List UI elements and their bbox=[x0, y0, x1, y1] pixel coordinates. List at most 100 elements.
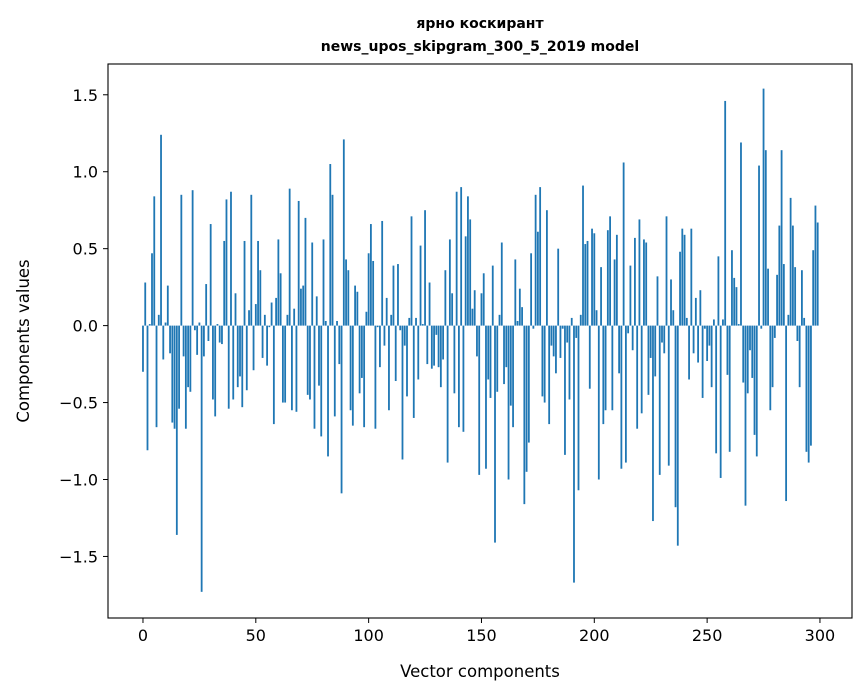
bar bbox=[706, 325, 709, 362]
bar bbox=[552, 325, 555, 357]
bar bbox=[697, 325, 700, 363]
bar bbox=[169, 325, 171, 354]
bar bbox=[699, 290, 702, 326]
bar bbox=[363, 325, 366, 428]
bar bbox=[731, 250, 733, 326]
bar bbox=[629, 265, 632, 326]
bar bbox=[518, 288, 521, 326]
bar bbox=[347, 270, 350, 326]
bar bbox=[304, 217, 307, 326]
bar bbox=[674, 325, 677, 508]
bar bbox=[442, 325, 445, 360]
bar bbox=[613, 259, 616, 326]
x-tick-label: 150 bbox=[466, 626, 497, 645]
bar bbox=[514, 259, 517, 326]
bar bbox=[494, 325, 496, 543]
x-axis-label: Vector components bbox=[400, 662, 560, 681]
bar bbox=[257, 240, 259, 326]
bar bbox=[279, 273, 282, 326]
bar bbox=[719, 325, 722, 478]
bar bbox=[270, 302, 273, 326]
bar bbox=[683, 234, 686, 326]
chart-title-line-1: ярно коскирант bbox=[416, 16, 544, 32]
bar bbox=[597, 325, 600, 480]
bar bbox=[302, 285, 305, 326]
bar bbox=[577, 325, 580, 491]
bar bbox=[193, 325, 196, 331]
bar bbox=[478, 325, 481, 475]
bar bbox=[798, 325, 801, 388]
bar bbox=[679, 251, 681, 326]
bar bbox=[234, 293, 237, 326]
bar bbox=[710, 325, 713, 388]
bar bbox=[214, 325, 217, 417]
bar bbox=[259, 270, 262, 326]
bar bbox=[180, 194, 183, 326]
bar bbox=[496, 325, 499, 392]
bar bbox=[701, 325, 704, 398]
bar bbox=[467, 196, 469, 326]
bar bbox=[534, 194, 537, 326]
bar bbox=[505, 325, 508, 368]
bar bbox=[676, 325, 679, 546]
bar bbox=[462, 325, 465, 432]
bar bbox=[426, 325, 429, 365]
bar bbox=[539, 187, 542, 326]
bar bbox=[288, 188, 291, 326]
bar bbox=[557, 248, 560, 326]
bar bbox=[455, 191, 458, 326]
bar bbox=[399, 325, 402, 331]
bar bbox=[760, 325, 763, 329]
bar bbox=[421, 324, 424, 326]
bar bbox=[243, 240, 246, 326]
bar bbox=[631, 325, 634, 351]
bar bbox=[816, 222, 819, 326]
bar bbox=[460, 187, 463, 326]
bar bbox=[153, 196, 156, 326]
bar bbox=[397, 264, 399, 326]
bar bbox=[281, 325, 284, 403]
bar bbox=[543, 325, 546, 403]
bar bbox=[437, 325, 440, 368]
bar bbox=[785, 325, 788, 502]
bar bbox=[787, 314, 790, 326]
bar bbox=[239, 325, 241, 377]
bar bbox=[600, 267, 602, 326]
bar bbox=[782, 264, 785, 326]
bar bbox=[203, 325, 205, 357]
x-tick-label: 100 bbox=[353, 626, 384, 645]
x-tick-label: 250 bbox=[692, 626, 723, 645]
bar bbox=[345, 259, 347, 326]
bar bbox=[586, 240, 589, 326]
bar bbox=[230, 191, 232, 326]
bar bbox=[588, 325, 591, 389]
bar bbox=[367, 253, 370, 326]
y-tick-label: −0.5 bbox=[59, 394, 98, 413]
bar bbox=[261, 325, 264, 358]
bar bbox=[482, 273, 485, 326]
bar bbox=[703, 325, 706, 329]
bar bbox=[523, 325, 526, 505]
bar bbox=[803, 317, 806, 326]
bar bbox=[568, 325, 571, 400]
bar bbox=[728, 325, 731, 452]
bar bbox=[424, 210, 426, 326]
bar bbox=[645, 242, 648, 326]
bar bbox=[216, 324, 219, 326]
bar bbox=[620, 325, 623, 469]
bar bbox=[412, 325, 415, 418]
bar bbox=[658, 325, 661, 475]
bar bbox=[794, 267, 797, 326]
bar bbox=[480, 293, 483, 326]
bar bbox=[453, 325, 456, 394]
bar bbox=[812, 250, 815, 326]
bar bbox=[394, 325, 397, 382]
bar bbox=[415, 317, 417, 326]
bar bbox=[318, 325, 320, 386]
bar bbox=[227, 325, 230, 409]
bar bbox=[582, 185, 584, 326]
bar bbox=[209, 224, 212, 326]
bar bbox=[189, 325, 192, 392]
bar bbox=[184, 325, 187, 429]
bar bbox=[439, 325, 442, 388]
